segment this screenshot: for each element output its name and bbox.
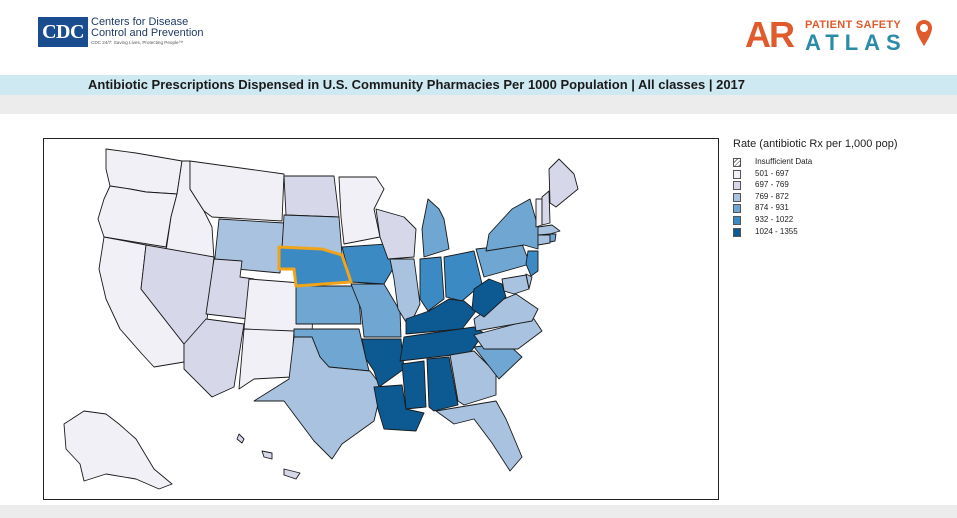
legend-swatch — [733, 215, 741, 225]
state-minnesota[interactable]: Minnesota — [338, 176, 385, 245]
cdc-wordmark: Centers for Disease Control and Preventi… — [91, 17, 204, 46]
map-frame: WashingtonOregonCaliforniaIdahoNevadaMon… — [43, 138, 719, 500]
filter-band — [0, 95, 957, 114]
legend-swatch — [733, 158, 741, 167]
state-north-dakota[interactable]: North Dakota — [283, 175, 340, 218]
cdc-tagline: CDC 24/7: Saving Lives, Protecting Peopl… — [91, 40, 184, 45]
state-kansas[interactable]: Kansas — [295, 285, 362, 325]
state-kentucky[interactable]: Kentucky — [405, 298, 477, 335]
state-connecticut[interactable]: Connecticut — [537, 234, 551, 246]
state-missouri[interactable]: Missouri — [350, 283, 402, 338]
legend-title: Rate (antibiotic Rx per 1,000 pop) — [733, 138, 898, 150]
state-west-virginia[interactable]: West Virginia — [471, 278, 507, 318]
legend-label: 697 - 769 — [755, 180, 789, 190]
legend-swatch — [733, 227, 741, 237]
legend-swatch — [733, 181, 741, 191]
legend-label: 932 - 1022 — [755, 214, 794, 224]
state-pennsylvania[interactable]: Pennsylvania — [475, 243, 531, 278]
legend-item: Insufficient Data — [733, 157, 948, 169]
legend-item: 769 - 872 — [733, 192, 948, 204]
state-louisiana[interactable]: Louisiana — [373, 384, 425, 432]
legend-item: 874 - 931 — [733, 203, 948, 215]
legend-label: 1024 - 1355 — [755, 226, 798, 236]
header: CDC Centers for Disease Control and Prev… — [0, 0, 957, 74]
state-hawaii[interactable]: Hawaii — [236, 433, 301, 480]
ar-logo-atlas: ATLAS — [805, 30, 907, 55]
state-montana[interactable]: Montana — [189, 160, 285, 222]
state-alabama[interactable]: Alabama — [426, 356, 459, 412]
state-rhode-island[interactable]: Rhode Island — [549, 233, 557, 243]
legend-swatch — [733, 204, 741, 214]
cdc-name-line2: Control and Prevention — [91, 27, 204, 39]
us-choropleth-map[interactable]: WashingtonOregonCaliforniaIdahoNevadaMon… — [44, 139, 718, 499]
title-bar — [0, 75, 957, 95]
state-georgia[interactable]: Georgia — [449, 350, 497, 406]
state-maine[interactable]: Maine — [548, 158, 579, 208]
cdc-name-line1: Centers for Disease — [91, 16, 189, 28]
legend-item: 932 - 1022 — [733, 215, 948, 227]
state-ohio[interactable]: Ohio — [443, 250, 483, 302]
legend-item: 501 - 697 — [733, 169, 948, 181]
state-mississippi[interactable]: Mississippi — [401, 360, 427, 410]
selected-state-highlight — [277, 245, 353, 288]
legend-label: 501 - 697 — [755, 168, 789, 178]
state-wyoming[interactable]: Wyoming — [213, 218, 285, 274]
state-new-york[interactable]: New York — [485, 198, 539, 252]
state-massachusetts[interactable]: Massachusetts — [537, 224, 561, 236]
page-title: Antibiotic Prescriptions Dispensed in U.… — [88, 77, 746, 92]
footer-band — [0, 505, 957, 518]
state-florida[interactable]: Florida — [435, 400, 523, 472]
legend: Rate (antibiotic Rx per 1,000 pop) Insuf… — [733, 138, 948, 238]
ar-patient-safety-atlas-logo[interactable]: AR PATIENT SAFETY ATLAS — [745, 15, 935, 55]
cdc-logo[interactable]: CDC — [38, 17, 88, 47]
legend-item: 697 - 769 — [733, 180, 948, 192]
state-vermont[interactable]: Vermont — [535, 198, 543, 228]
ar-logo-letters: AR — [745, 14, 795, 55]
state-new-hampshire[interactable]: New Hampshire — [541, 190, 551, 226]
state-wisconsin[interactable]: Wisconsin — [375, 208, 417, 260]
legend-swatch — [733, 169, 741, 179]
legend-item: 1024 - 1355 — [733, 227, 948, 239]
legend-label: 874 - 931 — [755, 203, 789, 213]
legend-label: 769 - 872 — [755, 191, 789, 201]
state-maryland[interactable]: Maryland — [501, 274, 530, 295]
state-new-jersey[interactable]: New Jersey — [525, 250, 539, 277]
state-indiana[interactable]: Indiana — [419, 256, 445, 312]
ar-logo-subtitle: PATIENT SAFETY — [805, 19, 902, 31]
state-texas[interactable]: Texas — [253, 336, 383, 460]
state-new-mexico[interactable]: New Mexico — [238, 328, 295, 390]
state-arizona[interactable]: Arizona — [183, 318, 245, 398]
legend-swatch — [733, 192, 741, 202]
location-pin-icon — [916, 20, 932, 46]
state-alaska[interactable]: Alaska — [63, 410, 173, 490]
legend-label: Insufficient Data — [755, 157, 813, 166]
state-michigan[interactable]: Michigan — [421, 198, 450, 258]
